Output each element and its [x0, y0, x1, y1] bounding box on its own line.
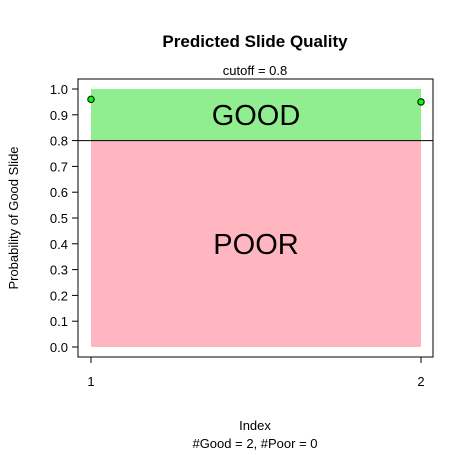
- y-axis: 0.0 0.1 0.2 0.3 0.4 0.5 0.6 0.7 0.8 0.9 1.0: [50, 82, 78, 355]
- y-tick-label: 0.3: [50, 263, 68, 278]
- x-axis-caption: #Good = 2, #Poor = 0: [192, 436, 317, 451]
- y-tick-label: 0.2: [50, 288, 68, 303]
- y-tick-label: 0.1: [50, 314, 68, 329]
- x-tick-label: 2: [417, 374, 424, 389]
- y-tick-label: 0.9: [50, 108, 68, 123]
- y-tick-label: 0.7: [50, 159, 68, 174]
- chart-subtitle: cutoff = 0.8: [223, 63, 287, 78]
- data-point-1: [87, 95, 95, 104]
- points-layer: [87, 95, 425, 106]
- region-label-poor: POOR: [213, 229, 298, 261]
- region-poor: [91, 140, 421, 347]
- region-labels-layer: GOOD POOR: [212, 100, 301, 261]
- y-tick-label: 0.4: [50, 237, 68, 252]
- x-tick-label: 1: [87, 374, 94, 389]
- y-tick-label: 0.5: [50, 211, 68, 226]
- chart-title: Predicted Slide Quality: [162, 32, 348, 51]
- regions-layer: [91, 89, 421, 347]
- y-tick-label: 1.0: [50, 82, 68, 97]
- region-label-good: GOOD: [212, 100, 301, 132]
- data-point-2: [417, 98, 425, 106]
- y-axis-label: Probability of Good Slide: [6, 146, 21, 289]
- y-tick-label: 0.0: [50, 340, 68, 355]
- y-tick-label: 0.6: [50, 185, 68, 200]
- x-axis-label: Index: [239, 418, 271, 433]
- y-tick-label: 0.8: [50, 134, 68, 149]
- region-good: [91, 89, 421, 141]
